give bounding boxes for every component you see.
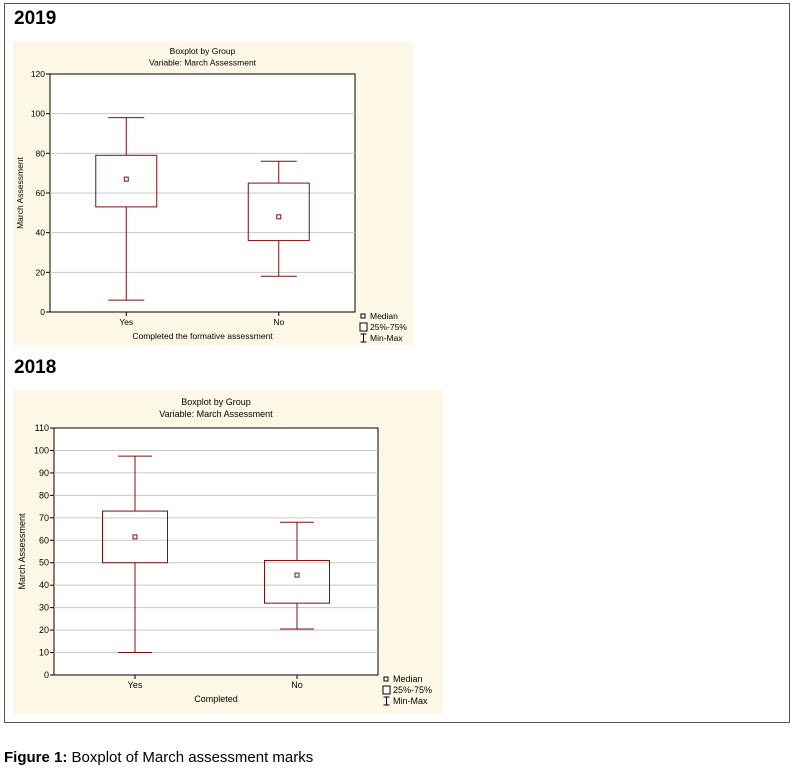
y-tick-label: 20 xyxy=(39,625,49,635)
legend-box-label: 25%-75% xyxy=(370,322,407,332)
y-tick-label: 60 xyxy=(36,188,46,198)
boxplot-chart-2019: Boxplot by Group Variable: March Assessme… xyxy=(13,41,413,345)
y-tick-label: 50 xyxy=(39,558,49,568)
y-axis-label: March Assessment xyxy=(15,156,25,228)
box-iqr xyxy=(102,510,168,564)
x-tick-label: No xyxy=(273,317,284,327)
y-tick-label: 80 xyxy=(36,148,46,158)
figure-frame xyxy=(4,3,790,723)
median-marker xyxy=(132,534,138,540)
box-iqr xyxy=(264,559,330,604)
y-tick-label: 80 xyxy=(39,490,49,500)
median-marker xyxy=(294,572,300,578)
median-marker xyxy=(276,214,282,220)
y-tick-label: 60 xyxy=(39,535,49,545)
box-iqr xyxy=(95,154,158,208)
figure-caption: Figure 1: Boxplot of March assessment ma… xyxy=(4,749,313,766)
x-tick-label: Yes xyxy=(128,680,143,690)
chart-subtitle: Variable: March Assessment xyxy=(159,409,273,419)
y-tick-label: 30 xyxy=(39,603,49,613)
chart-title: Boxplot by Group xyxy=(170,46,236,56)
legend-median-label: Median xyxy=(393,674,423,684)
y-tick-label: 0 xyxy=(40,307,45,317)
x-axis-label: Completed the formative assessment xyxy=(132,331,273,341)
y-axis-label: March Assessment xyxy=(17,513,27,590)
x-axis-label: Completed xyxy=(194,694,238,704)
chart-heading-2018: 2018 xyxy=(14,357,57,378)
caption-text: Boxplot of March assessment marks xyxy=(67,749,314,766)
y-tick-label: 120 xyxy=(31,69,45,79)
y-tick-label: 100 xyxy=(31,109,45,119)
chart-subtitle: Variable: March Assessment xyxy=(149,58,257,68)
legend-range-label: Min-Max xyxy=(370,333,403,343)
y-tick-label: 110 xyxy=(35,423,49,433)
box-iqr xyxy=(247,182,310,242)
x-tick-label: No xyxy=(291,680,303,690)
caption-label: Figure 1: xyxy=(4,749,68,766)
y-tick-label: 10 xyxy=(39,648,49,658)
chart-heading-2019: 2019 xyxy=(14,8,57,29)
y-tick-label: 40 xyxy=(36,228,46,238)
y-tick-label: 70 xyxy=(39,513,49,523)
legend-box-swatch xyxy=(359,322,368,332)
legend-box-swatch xyxy=(382,685,391,695)
boxplot-chart-2018: Boxplot by Group Variable: March Assessme… xyxy=(13,390,443,714)
y-tick-label: 20 xyxy=(36,267,46,277)
legend-median-label: Median xyxy=(370,311,398,321)
legend-median-swatch xyxy=(383,676,389,682)
plot-area xyxy=(53,427,379,676)
legend-median-swatch xyxy=(360,313,366,319)
y-tick-label: 90 xyxy=(39,468,49,478)
y-tick-label: 40 xyxy=(39,580,49,590)
legend-range-label: Min-Max xyxy=(393,696,428,706)
x-tick-label: Yes xyxy=(119,317,133,327)
y-tick-label: 100 xyxy=(34,445,49,455)
y-tick-label: 0 xyxy=(44,670,49,680)
median-marker xyxy=(123,176,129,182)
chart-title: Boxplot by Group xyxy=(181,397,251,407)
legend-box-label: 25%-75% xyxy=(393,685,432,695)
